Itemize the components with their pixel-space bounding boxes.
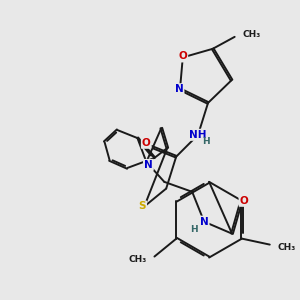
Text: N: N <box>144 160 153 170</box>
Text: CH₃: CH₃ <box>243 30 261 39</box>
Text: O: O <box>178 51 187 62</box>
Text: H: H <box>202 137 210 146</box>
Text: S: S <box>139 202 146 212</box>
Text: CH₃: CH₃ <box>128 255 146 264</box>
Text: O: O <box>240 196 248 206</box>
Text: N: N <box>200 217 208 227</box>
Text: H: H <box>190 225 198 234</box>
Text: NH: NH <box>189 130 207 140</box>
Text: O: O <box>142 138 151 148</box>
Text: N: N <box>175 84 183 94</box>
Text: CH₃: CH₃ <box>278 243 296 252</box>
